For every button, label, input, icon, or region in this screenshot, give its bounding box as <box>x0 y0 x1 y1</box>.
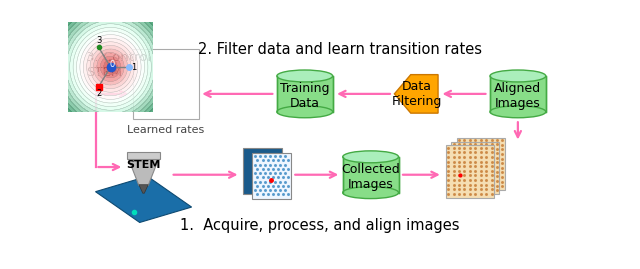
Polygon shape <box>394 75 438 113</box>
FancyBboxPatch shape <box>127 152 160 159</box>
Bar <box>343 157 399 193</box>
Ellipse shape <box>277 106 333 118</box>
Ellipse shape <box>490 106 546 118</box>
Text: 3: 3 <box>96 36 101 45</box>
FancyBboxPatch shape <box>132 49 198 119</box>
Bar <box>277 76 333 112</box>
Polygon shape <box>95 176 191 222</box>
FancyBboxPatch shape <box>451 141 499 194</box>
Text: 1: 1 <box>131 62 136 72</box>
Bar <box>490 76 546 112</box>
Text: 2. Filter data and learn transition rates: 2. Filter data and learn transition rate… <box>198 41 482 56</box>
Text: Data
Filtering: Data Filtering <box>392 80 442 108</box>
Text: Training
Data: Training Data <box>280 82 330 110</box>
Text: Aligned
Images: Aligned Images <box>494 82 541 110</box>
Text: Collected
Images: Collected Images <box>341 163 400 191</box>
Text: 1.  Acquire, process, and align images: 1. Acquire, process, and align images <box>180 218 460 233</box>
Ellipse shape <box>343 151 399 163</box>
FancyBboxPatch shape <box>446 146 494 198</box>
Ellipse shape <box>277 70 333 82</box>
Text: 3. Control
STEM: 3. Control STEM <box>86 51 151 79</box>
Text: Learned rates: Learned rates <box>127 125 204 135</box>
FancyBboxPatch shape <box>252 153 291 199</box>
FancyBboxPatch shape <box>243 148 282 194</box>
Polygon shape <box>139 185 148 193</box>
Polygon shape <box>128 158 159 186</box>
Text: STEM: STEM <box>126 161 161 171</box>
Text: 2: 2 <box>96 89 101 98</box>
Text: 0: 0 <box>109 60 115 69</box>
FancyBboxPatch shape <box>457 138 505 190</box>
Ellipse shape <box>490 70 546 82</box>
Ellipse shape <box>343 187 399 199</box>
